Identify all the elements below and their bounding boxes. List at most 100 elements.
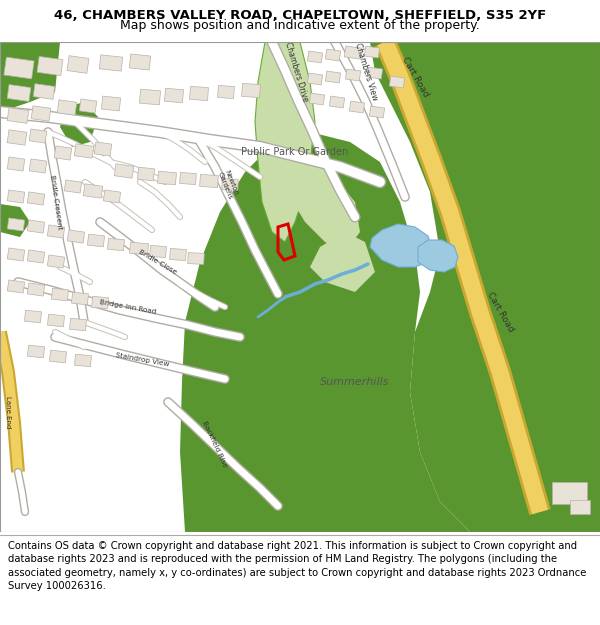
Bar <box>47 255 65 268</box>
Bar <box>29 129 47 143</box>
Bar <box>47 225 65 238</box>
Bar <box>552 482 587 504</box>
Text: 46, CHAMBERS VALLEY ROAD, CHAPELTOWN, SHEFFIELD, S35 2YF: 46, CHAMBERS VALLEY ROAD, CHAPELTOWN, SH… <box>54 9 546 22</box>
Bar <box>47 314 65 327</box>
Bar <box>7 130 27 145</box>
Bar <box>31 106 51 121</box>
Polygon shape <box>370 42 600 532</box>
Bar <box>57 100 77 115</box>
Polygon shape <box>60 102 98 147</box>
Bar <box>107 238 124 251</box>
Bar <box>37 56 63 76</box>
Bar <box>92 296 109 309</box>
Bar <box>52 288 68 301</box>
Bar <box>28 283 44 296</box>
Bar <box>103 190 121 203</box>
Bar <box>179 173 196 184</box>
Bar <box>158 171 176 185</box>
Text: Cart Road: Cart Road <box>485 291 515 334</box>
Bar <box>389 76 404 88</box>
Polygon shape <box>310 232 375 292</box>
Bar <box>88 234 104 247</box>
Bar <box>54 146 72 160</box>
Polygon shape <box>418 240 458 272</box>
Bar <box>74 144 94 158</box>
Bar <box>170 249 187 261</box>
Bar <box>325 71 341 83</box>
Text: Cart Road: Cart Road <box>400 56 430 99</box>
Bar <box>346 69 361 81</box>
Bar <box>190 86 208 101</box>
Bar <box>218 86 235 99</box>
Bar <box>28 345 44 358</box>
Bar <box>94 142 112 156</box>
Text: Summerhills: Summerhills <box>320 377 390 387</box>
Polygon shape <box>285 152 360 252</box>
Text: Chambers View: Chambers View <box>353 42 379 102</box>
Text: Bridge Inn Road: Bridge Inn Road <box>99 299 157 315</box>
Bar <box>67 230 85 243</box>
Bar <box>49 350 67 362</box>
Text: Lane End: Lane End <box>5 396 11 428</box>
Bar <box>349 101 365 113</box>
Bar <box>67 56 89 73</box>
Bar <box>71 292 89 305</box>
Bar <box>25 310 41 322</box>
Text: Bridle Close: Bridle Close <box>138 249 178 276</box>
Polygon shape <box>255 42 315 242</box>
Bar <box>64 180 82 193</box>
Polygon shape <box>180 132 470 532</box>
Bar <box>222 179 238 191</box>
Polygon shape <box>0 204 30 237</box>
Bar <box>344 46 362 59</box>
Bar <box>188 253 204 264</box>
Bar <box>137 168 155 181</box>
Bar <box>114 164 134 178</box>
Bar <box>130 242 148 255</box>
Bar <box>28 192 44 205</box>
Bar <box>367 67 383 79</box>
Bar <box>79 99 97 113</box>
Text: Map shows position and indicative extent of the property.: Map shows position and indicative extent… <box>120 19 480 31</box>
Text: Bridle Crescent: Bridle Crescent <box>49 174 63 230</box>
Bar <box>364 46 380 58</box>
Bar <box>242 83 260 98</box>
Bar <box>307 51 323 63</box>
Bar <box>329 96 344 108</box>
Bar <box>7 280 25 293</box>
Bar <box>7 157 25 171</box>
Bar <box>570 500 590 514</box>
Polygon shape <box>0 42 60 112</box>
Text: Newton
Gardens: Newton Gardens <box>217 168 239 200</box>
Bar <box>7 84 31 101</box>
Text: Chambers Drive: Chambers Drive <box>283 41 310 103</box>
Text: Contains OS data © Crown copyright and database right 2021. This information is : Contains OS data © Crown copyright and d… <box>8 541 586 591</box>
Polygon shape <box>370 224 432 267</box>
Bar <box>70 318 86 331</box>
Text: Public Park Or Garden: Public Park Or Garden <box>241 147 349 157</box>
Bar <box>101 96 121 111</box>
Bar <box>28 250 44 263</box>
Bar <box>7 107 29 123</box>
Bar <box>33 84 55 99</box>
Bar <box>310 93 325 105</box>
Bar <box>29 159 47 173</box>
Bar <box>83 184 103 198</box>
Bar <box>370 106 385 118</box>
Bar <box>7 190 25 203</box>
Bar <box>164 88 184 102</box>
Bar <box>149 246 166 258</box>
Text: Staindrop View: Staindrop View <box>115 352 169 367</box>
Bar <box>74 354 91 367</box>
Bar <box>307 73 323 85</box>
Bar <box>4 57 34 79</box>
Bar <box>28 220 44 233</box>
Text: Backfield Rise: Backfield Rise <box>202 420 229 468</box>
Bar <box>200 174 218 188</box>
Bar <box>7 248 25 261</box>
Bar <box>139 89 161 105</box>
Bar <box>100 55 122 71</box>
Bar <box>130 54 151 70</box>
Bar <box>325 49 341 61</box>
Bar <box>7 218 25 231</box>
